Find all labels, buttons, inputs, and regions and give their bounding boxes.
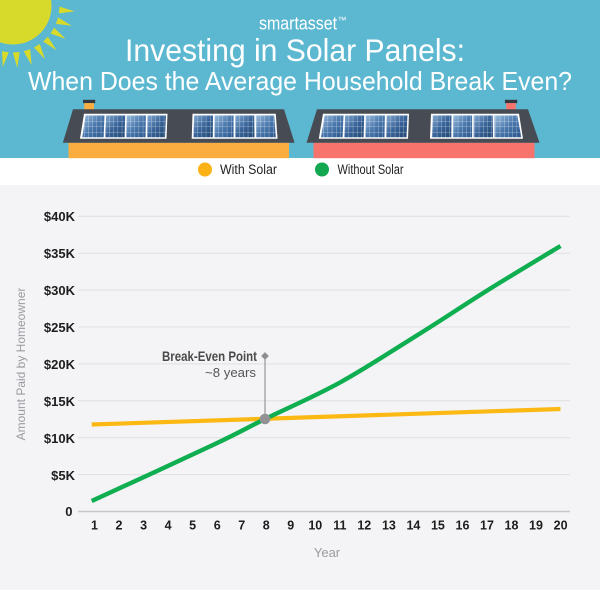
svg-text:With Solar: With Solar [220, 162, 277, 177]
svg-text:When Does the Average Househol: When Does the Average Household Break Ev… [28, 66, 572, 96]
svg-text:7: 7 [238, 519, 245, 533]
svg-text:9: 9 [287, 519, 294, 533]
svg-text:20: 20 [554, 519, 568, 533]
svg-text:16: 16 [456, 519, 470, 533]
svg-text:17: 17 [480, 519, 494, 533]
svg-text:12: 12 [357, 519, 371, 533]
svg-text:Amount Paid by Homeowner: Amount Paid by Homeowner [14, 288, 28, 441]
svg-text:Year: Year [314, 545, 341, 560]
svg-text:0: 0 [65, 504, 72, 519]
svg-text:smartasset: smartasset [259, 13, 337, 34]
svg-text:$5K: $5K [51, 468, 75, 483]
svg-text:6: 6 [214, 519, 221, 533]
svg-text:5: 5 [189, 519, 196, 533]
svg-text:$10K: $10K [44, 431, 76, 446]
svg-text:18: 18 [505, 519, 519, 533]
svg-text:Without Solar: Without Solar [338, 162, 404, 177]
svg-text:19: 19 [529, 519, 543, 533]
svg-text:10: 10 [308, 519, 322, 533]
svg-text:8: 8 [263, 519, 270, 533]
svg-text:2: 2 [116, 519, 123, 533]
svg-text:Investing in Solar Panels:: Investing in Solar Panels: [125, 32, 465, 68]
svg-text:$20K: $20K [44, 357, 76, 372]
svg-text:15: 15 [431, 519, 445, 533]
svg-text:3: 3 [140, 519, 147, 533]
svg-text:13: 13 [382, 519, 396, 533]
svg-text:Break-Even Point: Break-Even Point [162, 348, 257, 364]
svg-text:~8 years: ~8 years [205, 365, 256, 380]
svg-text:11: 11 [333, 519, 346, 533]
svg-text:$25K: $25K [44, 320, 76, 335]
svg-text:1: 1 [91, 519, 98, 533]
svg-text:$30K: $30K [44, 283, 76, 298]
svg-text:$40K: $40K [44, 209, 76, 224]
svg-text:4: 4 [165, 519, 172, 533]
svg-text:$35K: $35K [44, 246, 76, 261]
svg-text:14: 14 [406, 519, 420, 533]
svg-text:™: ™ [338, 15, 347, 25]
svg-text:$15K: $15K [44, 394, 76, 409]
